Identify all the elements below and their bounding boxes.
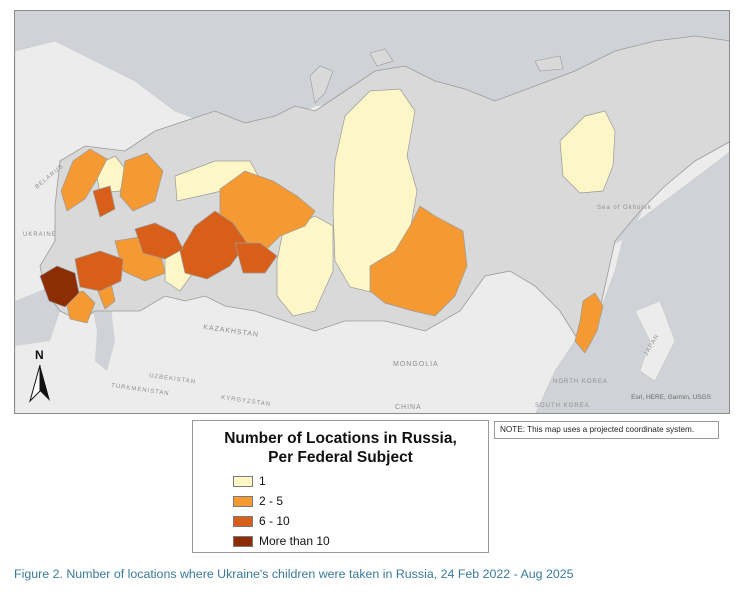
map-frame: BELARUS UKRAINE KAZAKHSTAN UZBEKISTAN TU… xyxy=(14,10,730,414)
north-arrow-icon: N xyxy=(29,348,50,403)
region-class-2-5 xyxy=(369,205,468,317)
svg-text:N: N xyxy=(35,348,44,362)
label-china: CHINA xyxy=(395,404,422,411)
region-class-6-10 xyxy=(179,210,248,280)
label-mongolia: MONGOLIA xyxy=(393,361,439,368)
region-class-6-10 xyxy=(234,242,278,274)
japan-islands xyxy=(634,300,676,382)
label-ukraine: UKRAINE xyxy=(23,232,57,238)
legend-swatch xyxy=(233,475,253,487)
arctic-islands xyxy=(309,48,564,104)
caspian-sea xyxy=(93,307,115,371)
region-class-more-than-10 xyxy=(39,265,80,308)
label-south-korea: SOUTH KOREA xyxy=(535,403,590,409)
label-sea-of-okhotsk: Sea of Okhotsk xyxy=(597,205,652,211)
label-north-korea: NORTH KOREA xyxy=(553,379,608,385)
region-class-1 xyxy=(276,215,334,317)
region-class-1 xyxy=(559,110,616,194)
legend: Number of Locations in Russia, Per Feder… xyxy=(192,420,489,553)
region-class-6-10 xyxy=(74,250,124,292)
legend-item-6-10: 6 - 10 xyxy=(233,514,290,528)
figure-caption: Figure 2. Number of locations where Ukra… xyxy=(14,567,574,581)
region-class-2-5 xyxy=(574,292,604,354)
legend-label: 1 xyxy=(259,474,266,488)
legend-label: 6 - 10 xyxy=(259,514,290,528)
legend-title: Number of Locations in Russia, Per Feder… xyxy=(193,429,488,467)
region-class-6-10 xyxy=(134,222,184,260)
legend-swatch xyxy=(233,535,253,547)
legend-item-more-than-10: More than 10 xyxy=(233,534,330,548)
legend-title-line-1: Number of Locations in Russia, xyxy=(224,430,457,447)
region-class-6-10 xyxy=(92,185,116,218)
legend-swatch xyxy=(233,495,253,507)
black-sea xyxy=(15,289,60,346)
legend-item-2-5: 2 - 5 xyxy=(233,494,283,508)
region-class-2-5 xyxy=(119,152,164,212)
legend-label: More than 10 xyxy=(259,534,330,548)
legend-label: 2 - 5 xyxy=(259,494,284,508)
map-attribution: Esri, HERE, Garmin, USGS xyxy=(631,394,711,401)
legend-item-1: 1 xyxy=(233,474,266,488)
legend-swatch xyxy=(233,515,253,527)
projection-note: NOTE: This map uses a projected coordina… xyxy=(494,421,719,439)
russia-choropleth-map: BELARUS UKRAINE KAZAKHSTAN UZBEKISTAN TU… xyxy=(15,11,729,413)
legend-title-line-2: Per Federal Subject xyxy=(268,449,413,466)
region-class-2-5 xyxy=(60,148,108,212)
